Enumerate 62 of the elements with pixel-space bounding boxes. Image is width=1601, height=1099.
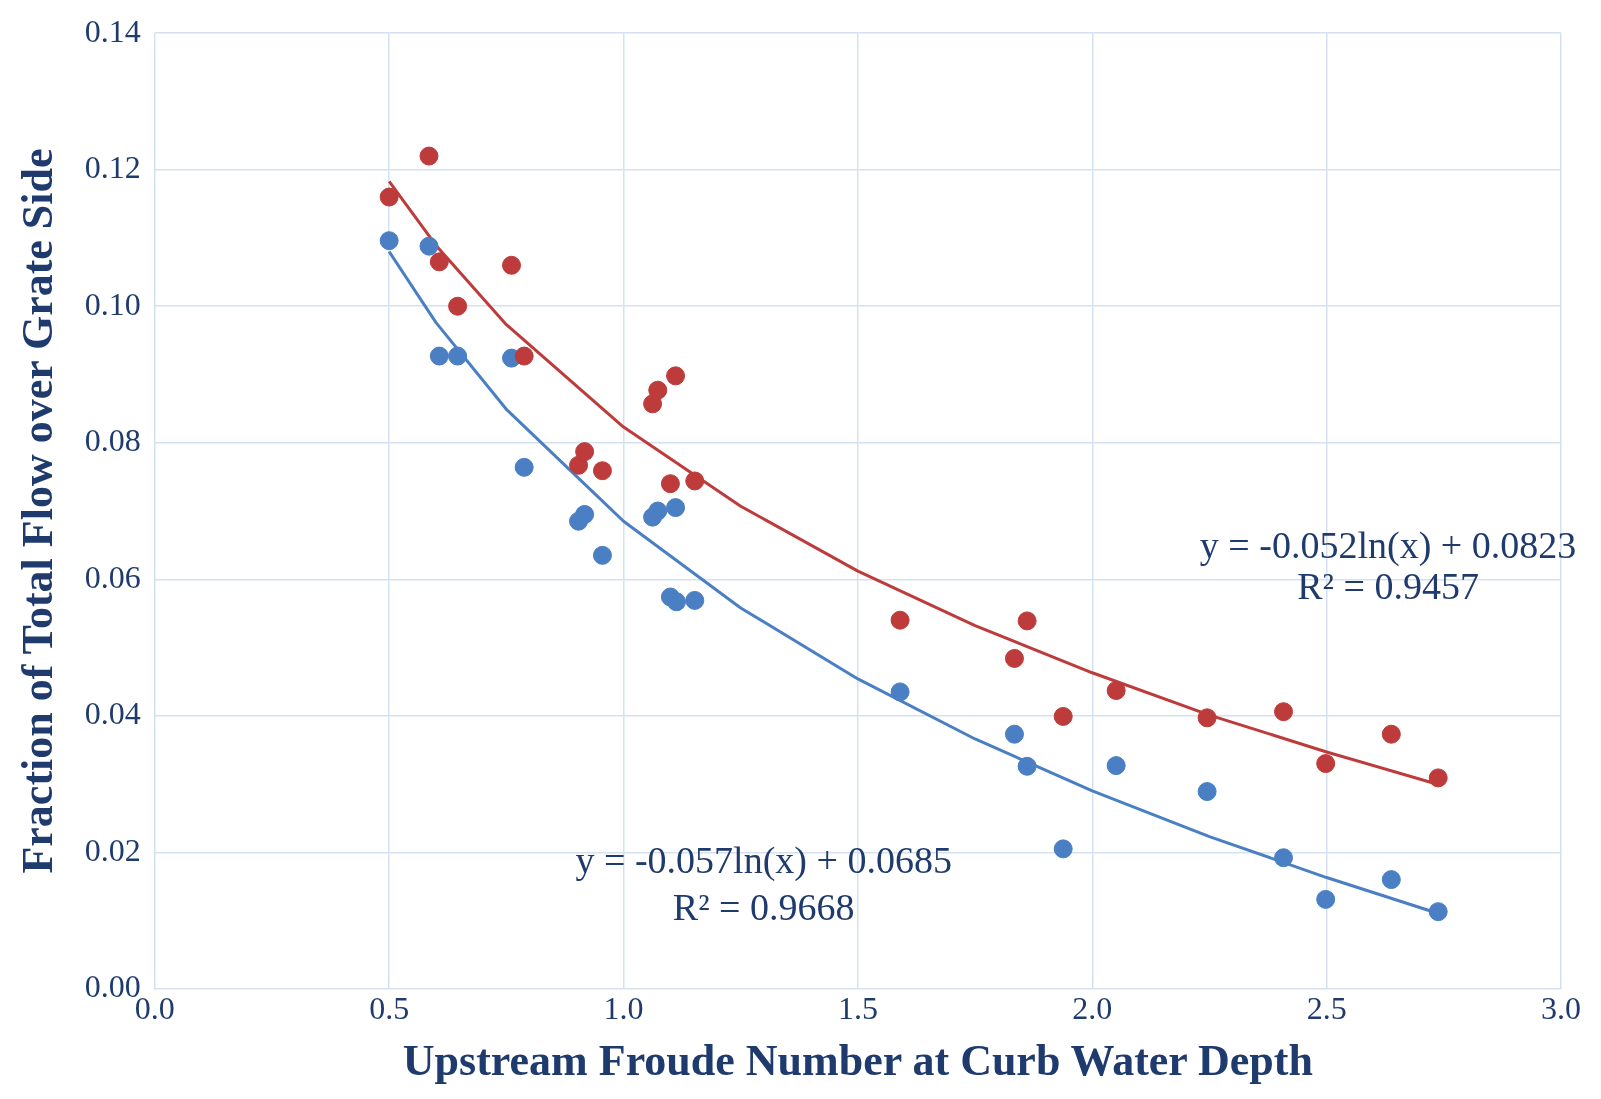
- point: [666, 498, 686, 518]
- x-tick-label: 1.5: [837, 990, 878, 1027]
- x-tick-label: 2.5: [1306, 990, 1347, 1027]
- point: [685, 590, 705, 610]
- point: [667, 592, 686, 612]
- point: [379, 187, 399, 207]
- x-tick-label: 3.0: [1541, 990, 1581, 1027]
- point: [592, 461, 612, 481]
- point: [592, 545, 612, 565]
- point: [502, 255, 522, 275]
- x-axis-title: Upstream Froude Number at Curb Water Depth: [402, 1035, 1313, 1085]
- annotation: R² = 0.9457: [1297, 565, 1479, 608]
- point: [1053, 839, 1073, 859]
- point: [514, 457, 534, 477]
- x-tick-label: 0.5: [369, 990, 410, 1027]
- point: [1053, 706, 1073, 726]
- point: [1274, 702, 1294, 722]
- point: [448, 296, 468, 316]
- point: [1106, 756, 1126, 776]
- y-tick-label: 0.12: [84, 149, 141, 186]
- point: [1274, 848, 1294, 868]
- point: [1004, 648, 1024, 668]
- point: [429, 346, 449, 366]
- x-tick-label: 2.0: [1072, 990, 1113, 1027]
- point: [575, 504, 595, 524]
- point: [648, 501, 668, 521]
- point: [660, 474, 680, 494]
- y-tick-label: 0.04: [84, 695, 141, 732]
- point: [890, 682, 910, 702]
- x-tick-label: 1.0: [603, 990, 644, 1027]
- y-axis-title: Fraction of Total Flow over Grate Side: [12, 148, 62, 874]
- point: [1381, 870, 1401, 890]
- point: [648, 380, 668, 400]
- point: [429, 252, 449, 272]
- point: [1197, 708, 1217, 728]
- point: [448, 346, 468, 366]
- point: [1004, 724, 1024, 744]
- point: [575, 442, 595, 462]
- point: [1428, 768, 1448, 788]
- y-tick-label: 0.10: [84, 285, 141, 322]
- point: [1316, 889, 1336, 909]
- point: [379, 231, 399, 251]
- point: [1381, 724, 1401, 744]
- annotation: y = -0.052ln(x) + 0.0823: [1199, 524, 1577, 568]
- point: [685, 471, 705, 491]
- y-tick-label: 0.02: [84, 831, 141, 868]
- point: [890, 610, 910, 630]
- point: [419, 236, 439, 256]
- point: [1428, 902, 1448, 922]
- y-tick-label: 0.08: [84, 422, 141, 459]
- point: [419, 146, 439, 166]
- point: [666, 366, 686, 386]
- point: [1106, 681, 1126, 701]
- point: [1017, 611, 1037, 631]
- y-tick-label: 0.06: [84, 558, 141, 595]
- annotation: R² = 0.9668: [672, 886, 855, 929]
- point: [1017, 756, 1037, 776]
- point: [1197, 782, 1217, 802]
- y-tick-label: 0.14: [84, 12, 141, 49]
- point: [1316, 754, 1336, 774]
- annotation: y = -0.057ln(x) + 0.0685: [575, 838, 952, 882]
- point: [514, 346, 534, 366]
